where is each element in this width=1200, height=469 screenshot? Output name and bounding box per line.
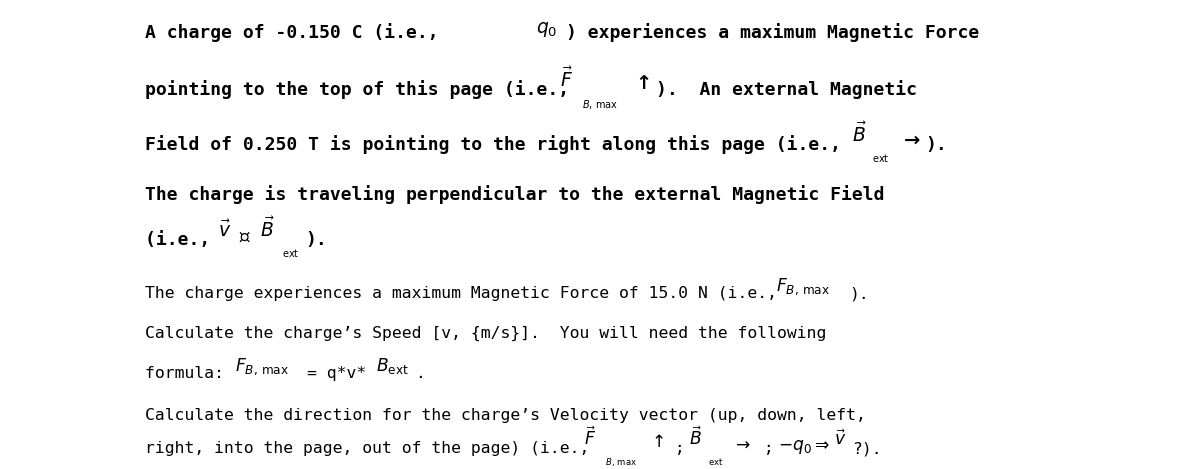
Text: $\boldsymbol{\vec{B}}$: $\boldsymbol{\vec{B}}$ — [852, 121, 866, 145]
Text: ;: ; — [754, 441, 784, 456]
Text: $\boldsymbol{_{B,\,\mathrm{max}}}$: $\boldsymbol{_{B,\,\mathrm{max}}}$ — [582, 98, 618, 112]
Text: Field of 0.250 T is pointing to the right along this page (i.e.,: Field of 0.250 T is pointing to the righ… — [145, 135, 852, 154]
Text: = q*v*: = q*v* — [307, 366, 366, 381]
Text: $\vec{v}$: $\vec{v}$ — [834, 429, 846, 448]
Text: ?).: ?). — [852, 441, 882, 456]
Text: $\Rightarrow$: $\Rightarrow$ — [811, 435, 830, 453]
Text: $F_{B,\,\mathrm{max}}$: $F_{B,\,\mathrm{max}}$ — [776, 277, 830, 297]
Text: $-q_0$: $-q_0$ — [778, 439, 811, 456]
Text: ) experiences a maximum Magnetic Force: ) experiences a maximum Magnetic Force — [566, 23, 979, 42]
Text: The charge is traveling perpendicular to the external Magnetic Field: The charge is traveling perpendicular to… — [145, 185, 884, 204]
Text: $\uparrow$: $\uparrow$ — [648, 433, 664, 451]
Text: $\boldsymbol{\vec{v}}$: $\boldsymbol{\vec{v}}$ — [218, 219, 232, 241]
Text: formula:: formula: — [145, 366, 234, 381]
Text: $\boldsymbol{\rightarrow}$: $\boldsymbol{\rightarrow}$ — [900, 131, 922, 150]
Text: $\vec{F}$: $\vec{F}$ — [584, 426, 596, 448]
Text: $\boldsymbol{q_0}$: $\boldsymbol{q_0}$ — [536, 20, 558, 39]
Text: $\boldsymbol{_{\mathrm{ext}}}$: $\boldsymbol{_{\mathrm{ext}}}$ — [282, 246, 300, 260]
Text: $\rightarrow$: $\rightarrow$ — [732, 435, 751, 453]
Text: $\boldsymbol{\vec{F}}$: $\boldsymbol{\vec{F}}$ — [560, 67, 574, 91]
Text: $\boldsymbol{\vec{B}}$: $\boldsymbol{\vec{B}}$ — [260, 216, 275, 241]
Text: ).: ). — [925, 136, 947, 154]
Text: ).: ). — [850, 286, 869, 301]
Text: (i.e.,: (i.e., — [145, 231, 221, 249]
Text: $_{B,\,\mathrm{max}}$: $_{B,\,\mathrm{max}}$ — [605, 456, 637, 469]
Text: $\vec{B}$: $\vec{B}$ — [689, 426, 702, 448]
Text: The charge experiences a maximum Magnetic Force of 15.0 N (i.e.,: The charge experiences a maximum Magneti… — [145, 286, 787, 301]
Text: ;: ; — [665, 441, 695, 456]
Text: Calculate the charge’s Speed [v, {m/s}].  You will need the following: Calculate the charge’s Speed [v, {m/s}].… — [145, 326, 827, 341]
Text: $\boldsymbol{\perp}$: $\boldsymbol{\perp}$ — [236, 227, 252, 247]
Text: .: . — [415, 366, 425, 381]
Text: ).: ). — [305, 231, 326, 249]
Text: $\boldsymbol{\uparrow}$: $\boldsymbol{\uparrow}$ — [632, 74, 650, 93]
Text: ).  An external Magnetic: ). An external Magnetic — [656, 80, 918, 99]
Text: $\boldsymbol{_{\mathrm{ext}}}$: $\boldsymbol{_{\mathrm{ext}}}$ — [872, 151, 890, 165]
Text: $F_{B,\,\mathrm{max}}$: $F_{B,\,\mathrm{max}}$ — [235, 356, 289, 377]
Text: right, into the page, out of the page) (i.e.,: right, into the page, out of the page) (… — [145, 441, 600, 456]
Text: A charge of -0.150 C (i.e.,: A charge of -0.150 C (i.e., — [145, 23, 450, 42]
Text: $B_{\mathrm{ext}}$: $B_{\mathrm{ext}}$ — [376, 356, 408, 376]
Text: $_{\mathrm{ext}}$: $_{\mathrm{ext}}$ — [708, 454, 724, 468]
Text: pointing to the top of this page (i.e.,: pointing to the top of this page (i.e., — [145, 80, 581, 99]
Text: Calculate the direction for the charge’s Velocity vector (up, down, left,: Calculate the direction for the charge’s… — [145, 408, 866, 423]
